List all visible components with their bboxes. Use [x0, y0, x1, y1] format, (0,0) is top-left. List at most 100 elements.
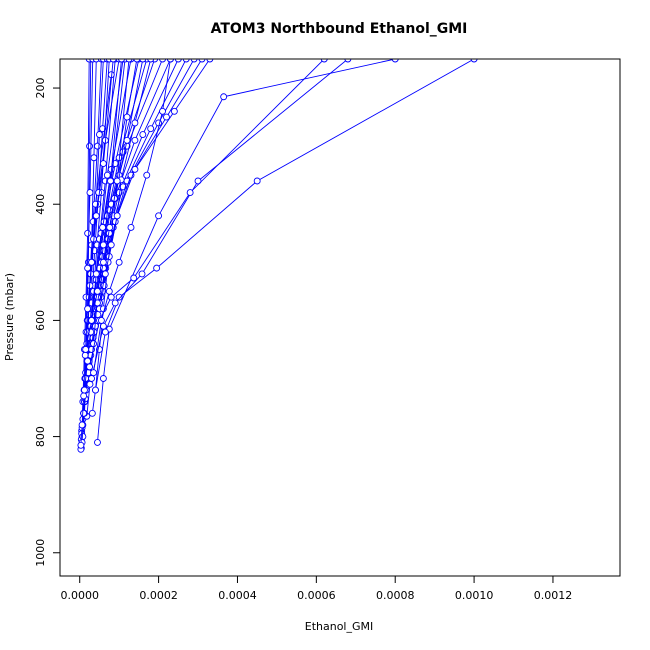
- data-point: [84, 264, 92, 272]
- data-point: [80, 386, 88, 394]
- x-tick-label: 0.0000: [60, 589, 99, 602]
- data-point: [88, 409, 96, 417]
- data-point: [125, 59, 133, 63]
- data-point: [155, 119, 163, 127]
- y-tick-label: 200: [34, 78, 47, 99]
- x-tick-label: 0.0012: [534, 589, 573, 602]
- data-point: [170, 107, 178, 115]
- data-point: [344, 59, 352, 63]
- data-point: [139, 131, 147, 138]
- data-point: [99, 241, 107, 249]
- series-line: [93, 59, 171, 373]
- data-point: [133, 59, 141, 63]
- data-point: [118, 59, 125, 63]
- data-point: [86, 363, 94, 371]
- data-point: [90, 369, 97, 377]
- data-point: [115, 258, 123, 266]
- data-point: [84, 305, 92, 313]
- data-point: [92, 270, 100, 278]
- data-point: [130, 274, 138, 282]
- y-axis-label: Pressure (mbar): [3, 273, 16, 361]
- data-point: [109, 59, 117, 63]
- x-tick-label: 0.0008: [376, 589, 415, 602]
- data-point: [78, 421, 86, 429]
- data-point: [113, 212, 121, 220]
- series-line: [91, 59, 349, 379]
- data-point: [182, 59, 190, 63]
- data-point: [166, 59, 174, 63]
- data-point: [101, 328, 109, 336]
- data-point: [174, 59, 182, 63]
- data-point: [90, 154, 98, 162]
- x-axis-label: Ethanol_GMI: [305, 620, 374, 633]
- y-tick-label: 400: [34, 194, 47, 215]
- data-point: [106, 224, 114, 231]
- data-point: [139, 59, 147, 63]
- data-point: [80, 392, 88, 400]
- data-point: [147, 125, 155, 133]
- data-point: [99, 375, 107, 382]
- data-point: [159, 107, 166, 115]
- chart-title: ATOM3 Northbound Ethanol_GMI: [211, 21, 468, 37]
- data-point: [198, 59, 206, 63]
- data-point: [206, 59, 214, 63]
- data-point: [90, 340, 97, 348]
- data-point: [123, 113, 131, 121]
- data-point: [84, 357, 92, 365]
- data-point: [88, 316, 96, 324]
- x-tick-label: 0.0004: [218, 589, 257, 602]
- data-point: [143, 171, 151, 179]
- x-axis: 0.0000 0.0002 0.0004 0.0006 0.0008 0.0010 0.00…: [60, 576, 572, 602]
- data-point: [86, 380, 94, 388]
- x-tick-label: 0.0006: [297, 589, 336, 602]
- data-point: [159, 59, 166, 63]
- data-point: [115, 293, 123, 301]
- data-point: [131, 165, 139, 173]
- data-point: [470, 59, 478, 63]
- data-point: [391, 59, 399, 63]
- data-point: [82, 346, 90, 353]
- data-point: [101, 270, 109, 278]
- data-point: [95, 131, 103, 138]
- data-point: [107, 177, 114, 185]
- data-point: [94, 287, 101, 295]
- data-point: [131, 119, 139, 127]
- data-point: [88, 258, 96, 266]
- data-point: [88, 375, 96, 382]
- data-point: [99, 264, 107, 272]
- x-tick-label: 0.0010: [455, 589, 494, 602]
- data-point: [92, 212, 100, 220]
- series-line: [89, 59, 325, 367]
- data-point: [320, 59, 328, 63]
- data-point: [80, 409, 88, 417]
- data-point: [77, 441, 85, 449]
- data-point: [127, 224, 135, 231]
- data-point: [81, 351, 89, 359]
- series-line: [95, 59, 475, 391]
- data-point: [84, 229, 92, 237]
- data-point: [113, 177, 121, 185]
- data-point: [94, 142, 101, 150]
- x-tick-label: 0.0002: [139, 589, 178, 602]
- series-line: [97, 59, 396, 443]
- data-point: [131, 136, 139, 144]
- y-tick-label: 800: [34, 426, 47, 447]
- data-point: [194, 177, 202, 185]
- data-point: [92, 386, 99, 394]
- data-point: [92, 59, 100, 63]
- data-point: [99, 160, 107, 168]
- data-point: [94, 299, 101, 307]
- data-point: [155, 212, 163, 220]
- y-axis: 200 400 600 800 1000: [34, 78, 60, 567]
- series-layer: [77, 59, 478, 453]
- data-point: [186, 189, 194, 197]
- data-point: [190, 59, 198, 63]
- plot-frame: [59, 58, 621, 577]
- data-point: [99, 224, 107, 231]
- data-point: [99, 258, 107, 266]
- data-point: [86, 189, 94, 197]
- data-point: [138, 270, 146, 278]
- data-point: [107, 293, 115, 301]
- data-point: [163, 113, 170, 121]
